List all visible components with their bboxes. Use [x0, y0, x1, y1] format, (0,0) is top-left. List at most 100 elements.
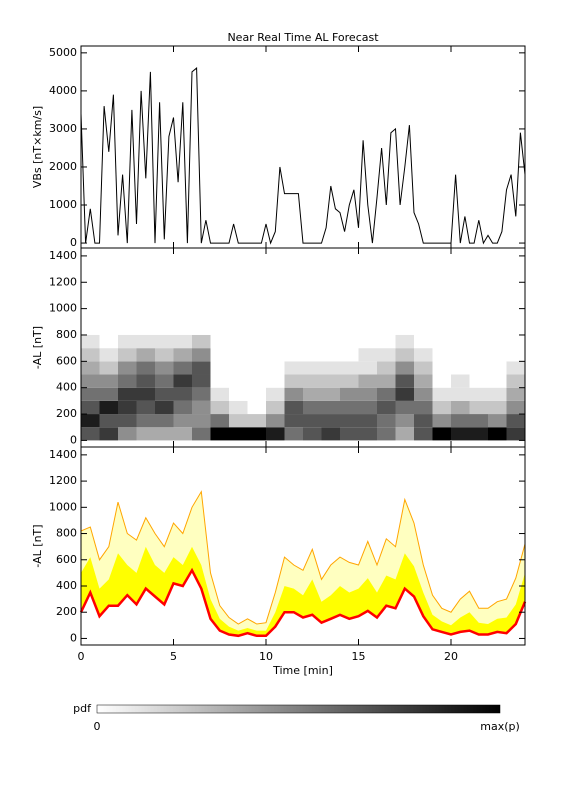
heat-cell: [173, 374, 192, 388]
heat-cell: [284, 348, 303, 362]
heat-cell: [192, 387, 211, 401]
heat-cell: [488, 400, 507, 415]
heat-cell: [432, 334, 451, 349]
heat-cell: [229, 361, 248, 375]
y-tick-label: 1000: [49, 302, 77, 315]
heat-cell: [155, 427, 174, 441]
heat-cell: [284, 334, 303, 349]
heat-cell: [192, 427, 211, 441]
y-tick-label: 0: [70, 433, 77, 446]
heat-cell: [173, 348, 192, 362]
heat-cell: [284, 400, 303, 415]
heat-cell: [247, 387, 266, 401]
heat-cell: [99, 348, 118, 362]
heat-cell: [192, 414, 211, 428]
heat-cell: [506, 414, 525, 428]
heat-cell: [469, 374, 488, 388]
heat-cell: [340, 361, 359, 375]
chart-title: Near Real Time AL Forecast: [227, 31, 379, 44]
heat-cell: [395, 414, 414, 428]
heat-cell: [395, 334, 414, 349]
heat-cell: [340, 400, 359, 415]
heat-cell: [192, 348, 211, 362]
heat-cell: [321, 387, 340, 401]
heat-cell: [321, 348, 340, 362]
heat-cell: [414, 427, 433, 441]
heat-cell: [210, 387, 229, 401]
heat-cell: [81, 414, 100, 428]
heat-cell: [192, 374, 211, 388]
heat-cell: [155, 414, 174, 428]
colorbar-label: pdf: [73, 702, 92, 715]
heat-cell: [173, 361, 192, 375]
heat-cell: [377, 374, 396, 388]
y-tick-label: 3000: [49, 122, 77, 135]
heat-cell: [377, 400, 396, 415]
y-tick-label: 4000: [49, 84, 77, 97]
heat-cell: [247, 400, 266, 415]
heat-cell: [432, 348, 451, 362]
heat-cell: [395, 387, 414, 401]
heat-cell: [469, 427, 488, 441]
heat-cell: [414, 414, 433, 428]
heat-cell: [451, 361, 470, 375]
y-tick-label: 1200: [49, 474, 77, 487]
heat-cell: [266, 334, 285, 349]
heat-cell: [81, 400, 100, 415]
heat-cell: [469, 361, 488, 375]
heat-cell: [118, 348, 137, 362]
y-tick-label: 200: [56, 407, 77, 420]
y-tick-label: 600: [56, 354, 77, 367]
heat-cell: [358, 348, 377, 362]
heat-cell: [266, 427, 285, 441]
heat-cell: [432, 427, 451, 441]
heat-cell: [488, 361, 507, 375]
heat-cell: [469, 400, 488, 415]
heat-cell: [192, 361, 211, 375]
heat-cell: [155, 361, 174, 375]
heat-cell: [506, 361, 525, 375]
heat-cell: [118, 414, 137, 428]
heat-cell: [303, 400, 322, 415]
heat-cell: [266, 400, 285, 415]
heat-cell: [192, 400, 211, 415]
heat-cell: [358, 387, 377, 401]
heat-cell: [451, 348, 470, 362]
heat-cell: [173, 387, 192, 401]
y-tick-label: 1400: [49, 448, 77, 461]
heat-cell: [229, 400, 248, 415]
heat-cell: [506, 400, 525, 415]
x-tick-label: 15: [352, 650, 366, 663]
heat-cell: [210, 414, 229, 428]
heat-cell: [229, 387, 248, 401]
heat-cell: [340, 374, 359, 388]
y-tick-label: 1200: [49, 275, 77, 288]
heat-cell: [81, 348, 100, 362]
heat-cell: [136, 348, 155, 362]
heat-cell: [284, 427, 303, 441]
heat-cell: [414, 374, 433, 388]
y-tick-label: 800: [56, 328, 77, 341]
x-axis-label: Time [min]: [272, 664, 333, 677]
heat-cell: [136, 374, 155, 388]
heat-cell: [506, 427, 525, 441]
heat-cell: [99, 361, 118, 375]
heat-cell: [99, 387, 118, 401]
heat-cell: [229, 334, 248, 349]
heat-cell: [229, 414, 248, 428]
heat-cell: [136, 414, 155, 428]
heat-cell: [432, 400, 451, 415]
heat-cell: [210, 348, 229, 362]
heat-cell: [321, 427, 340, 441]
heat-cell: [469, 348, 488, 362]
colorbar-max: max(p): [480, 720, 520, 733]
heat-cell: [155, 374, 174, 388]
heat-cell: [284, 361, 303, 375]
heat-cell: [99, 414, 118, 428]
heat-cell: [377, 361, 396, 375]
heat-cell: [358, 427, 377, 441]
heat-cell: [284, 387, 303, 401]
heat-cell: [210, 361, 229, 375]
heat-cell: [81, 361, 100, 375]
